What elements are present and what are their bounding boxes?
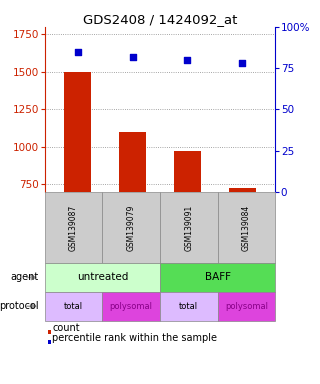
Text: GSM139079: GSM139079 <box>127 204 136 251</box>
Text: total: total <box>64 302 83 311</box>
Text: count: count <box>52 323 80 333</box>
Bar <box>174 151 201 192</box>
Point <box>240 60 245 66</box>
Bar <box>64 72 92 192</box>
Text: total: total <box>179 302 198 311</box>
Point <box>130 53 135 60</box>
Text: BAFF: BAFF <box>204 272 231 283</box>
Bar <box>228 188 256 192</box>
Text: untreated: untreated <box>77 272 128 283</box>
Text: GSM139091: GSM139091 <box>184 204 193 251</box>
Point <box>185 57 190 63</box>
Text: GSM139084: GSM139084 <box>242 204 251 251</box>
Text: percentile rank within the sample: percentile rank within the sample <box>52 333 217 343</box>
Text: polysomal: polysomal <box>225 302 268 311</box>
Text: agent: agent <box>10 272 38 283</box>
Text: GSM139087: GSM139087 <box>69 204 78 251</box>
Bar <box>119 132 146 192</box>
Text: protocol: protocol <box>0 301 38 311</box>
Text: GDS2408 / 1424092_at: GDS2408 / 1424092_at <box>83 13 237 26</box>
Text: polysomal: polysomal <box>110 302 153 311</box>
Point <box>75 49 80 55</box>
